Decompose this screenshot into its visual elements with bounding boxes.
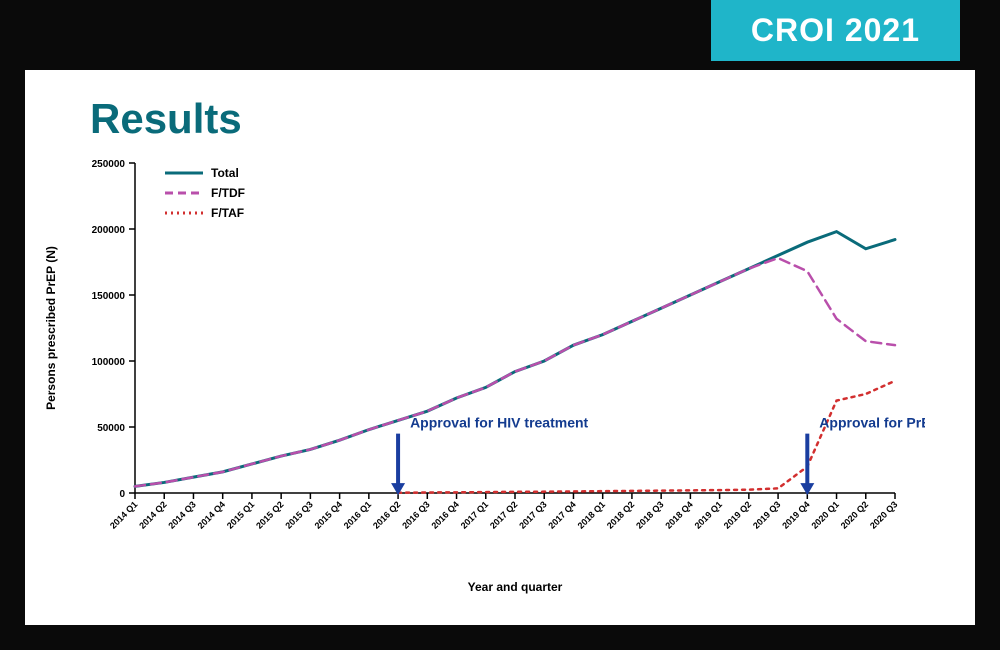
svg-text:2019 Q2: 2019 Q2 xyxy=(722,499,753,530)
svg-text:50000: 50000 xyxy=(97,423,125,434)
svg-text:2020 Q3: 2020 Q3 xyxy=(868,499,899,530)
svg-text:F/TDF: F/TDF xyxy=(211,186,245,200)
conference-badge: CROI 2021 xyxy=(711,0,960,61)
svg-text:100000: 100000 xyxy=(92,357,126,368)
svg-text:2015 Q3: 2015 Q3 xyxy=(283,499,314,530)
svg-text:2014 Q1: 2014 Q1 xyxy=(108,499,139,530)
svg-text:Persons prescribed PrEP (N): Persons prescribed PrEP (N) xyxy=(44,246,58,410)
svg-text:2014 Q4: 2014 Q4 xyxy=(196,499,227,530)
svg-text:2016 Q3: 2016 Q3 xyxy=(400,499,431,530)
svg-text:2019 Q1: 2019 Q1 xyxy=(693,499,724,530)
svg-text:2017 Q2: 2017 Q2 xyxy=(488,499,519,530)
svg-text:250000: 250000 xyxy=(92,159,126,170)
svg-text:2016 Q1: 2016 Q1 xyxy=(342,499,373,530)
svg-text:2014 Q2: 2014 Q2 xyxy=(137,499,168,530)
svg-text:2018 Q1: 2018 Q1 xyxy=(576,499,607,530)
svg-text:2017 Q1: 2017 Q1 xyxy=(459,499,490,530)
slide-title: Results xyxy=(90,95,975,143)
slide-panel: Results 0 50000 100000 150000 200000 250000 20… xyxy=(25,70,975,625)
svg-text:200000: 200000 xyxy=(92,225,126,236)
svg-text:2020 Q2: 2020 Q2 xyxy=(839,499,870,530)
svg-text:2015 Q2: 2015 Q2 xyxy=(254,499,285,530)
svg-text:2016 Q4: 2016 Q4 xyxy=(429,499,460,530)
svg-text:Approval for HIV treatment: Approval for HIV treatment xyxy=(410,415,588,431)
svg-text:F/TAF: F/TAF xyxy=(211,206,244,220)
svg-text:2019 Q4: 2019 Q4 xyxy=(780,499,811,530)
svg-text:2018 Q2: 2018 Q2 xyxy=(605,499,636,530)
svg-text:150000: 150000 xyxy=(92,291,126,302)
svg-text:2018 Q3: 2018 Q3 xyxy=(634,499,665,530)
svg-text:2015 Q4: 2015 Q4 xyxy=(313,499,344,530)
svg-text:2017 Q3: 2017 Q3 xyxy=(517,499,548,530)
svg-text:2015 Q1: 2015 Q1 xyxy=(225,499,256,530)
svg-text:2016 Q2: 2016 Q2 xyxy=(371,499,402,530)
results-chart: 0500001000001500002000002500002014 Q1201… xyxy=(25,143,925,603)
svg-text:Total: Total xyxy=(211,166,239,180)
svg-text:2018 Q4: 2018 Q4 xyxy=(663,499,694,530)
svg-text:2014 Q3: 2014 Q3 xyxy=(166,499,197,530)
svg-text:0: 0 xyxy=(119,489,125,500)
svg-text:2017 Q4: 2017 Q4 xyxy=(546,499,577,530)
svg-text:Year and quarter: Year and quarter xyxy=(468,580,563,594)
svg-text:Approval for PrEP: Approval for PrEP xyxy=(819,415,925,431)
svg-text:2019 Q3: 2019 Q3 xyxy=(751,499,782,530)
svg-text:2020 Q1: 2020 Q1 xyxy=(809,499,840,530)
